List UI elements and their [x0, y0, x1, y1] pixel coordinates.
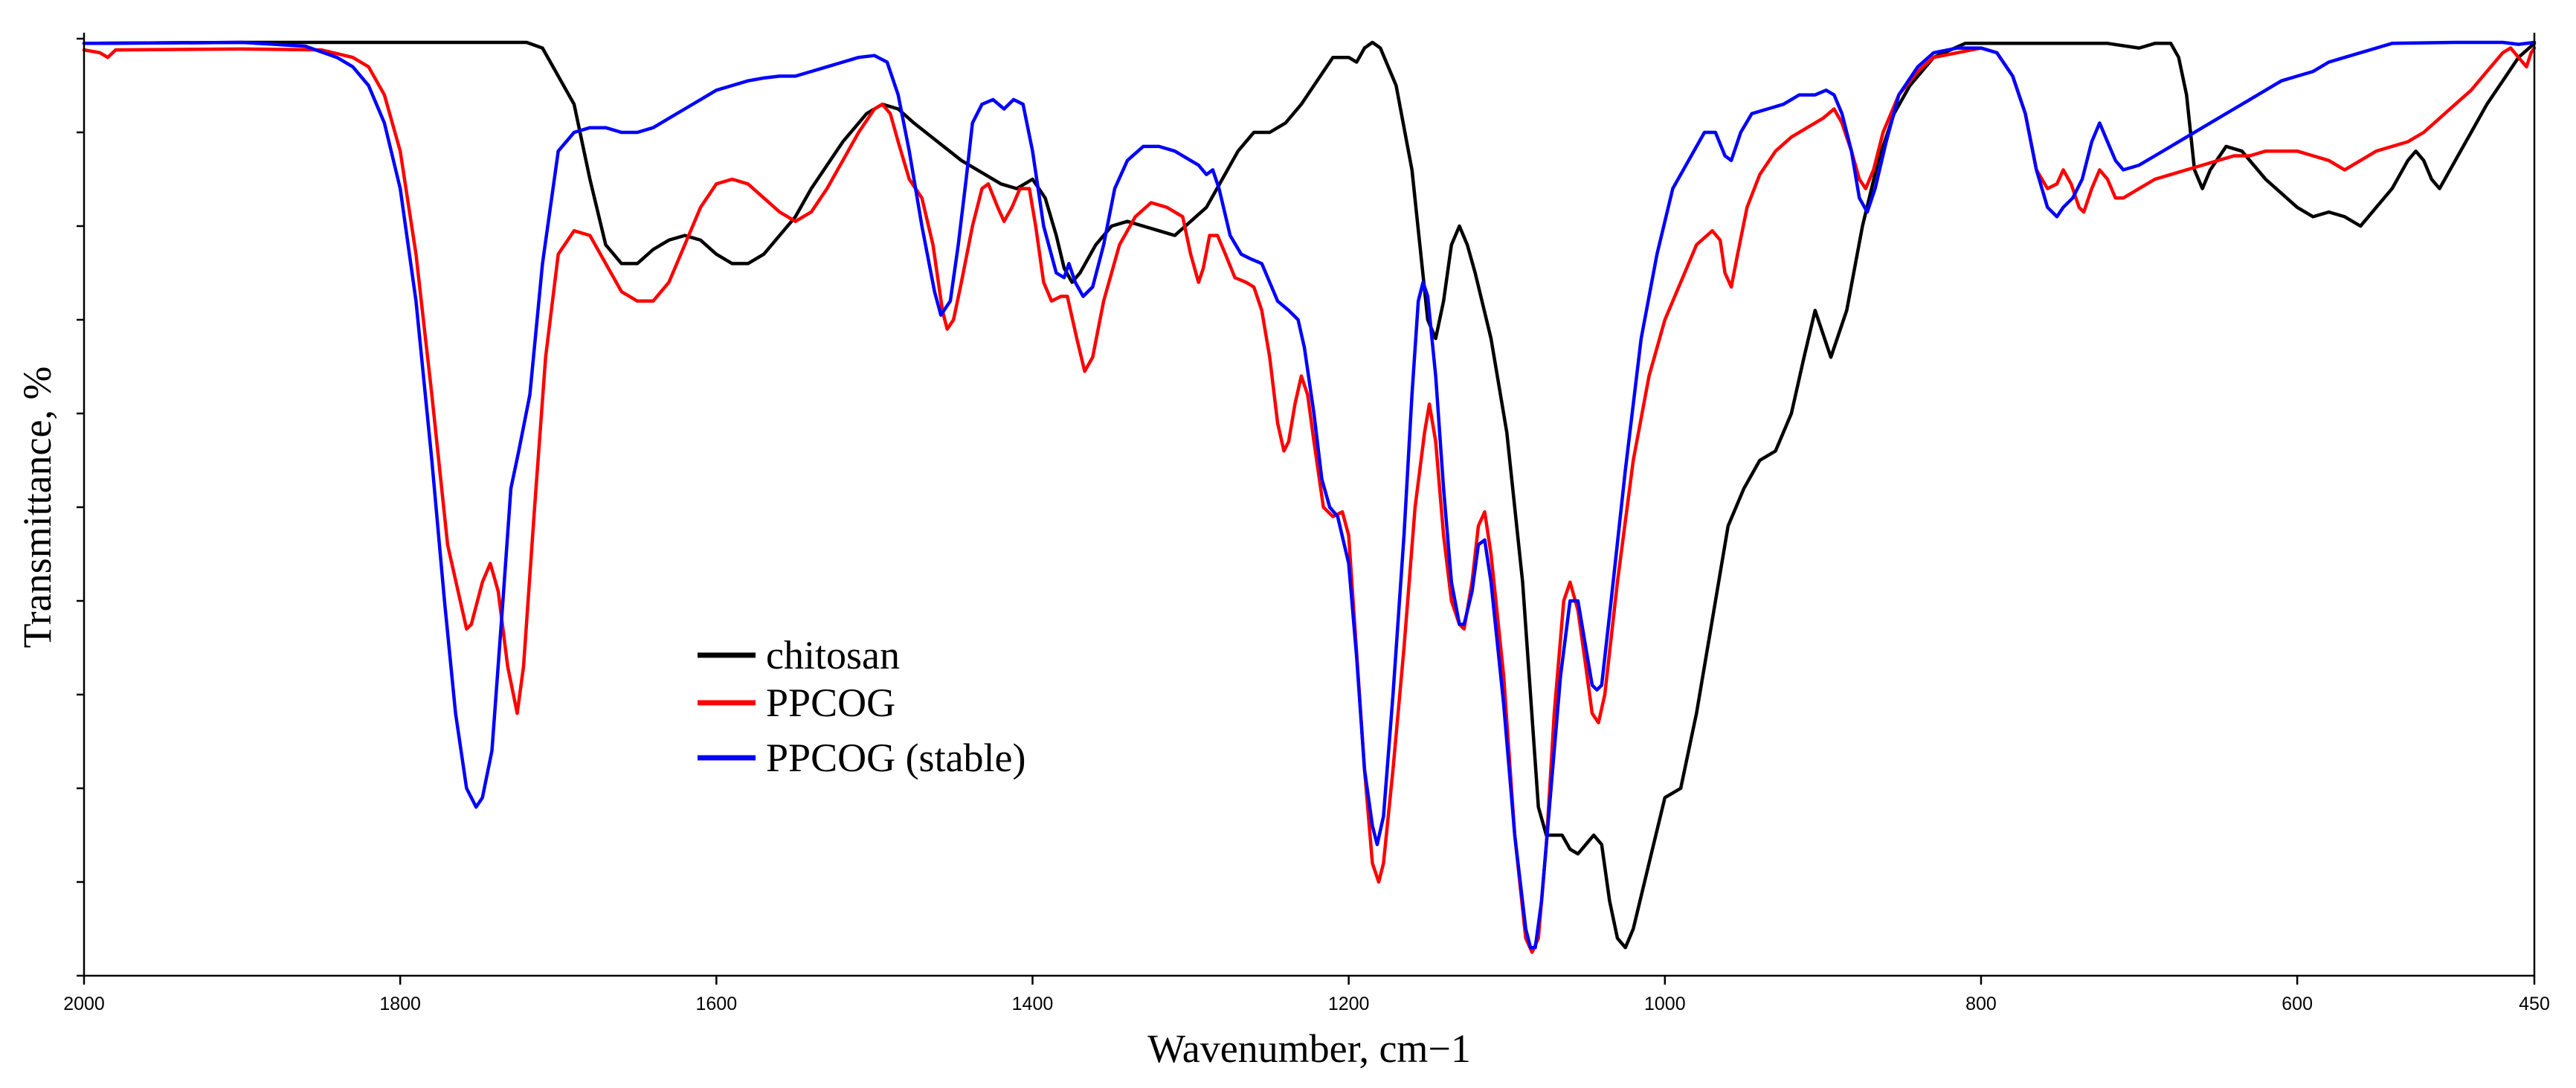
x-ticks: 2000 1800 1600 1400 1200 1000 800 600 450 — [63, 976, 2550, 1014]
legend-item: chitosan — [698, 633, 900, 677]
x-tick-label: 1000 — [1644, 994, 1686, 1014]
x-tick-label: 2000 — [63, 994, 105, 1014]
series-line-ppcog-stable — [82, 40, 2537, 950]
legend-label-ppcog-stable: PPCOG (stable) — [766, 735, 1026, 780]
x-tick-label: 1800 — [379, 994, 421, 1014]
x-tick-label: 450 — [2519, 994, 2550, 1014]
y-axis-label: Transmittance, % — [15, 367, 59, 648]
series-layer — [82, 40, 2537, 954]
y-ticks — [77, 37, 84, 977]
x-tick-label: 1600 — [696, 994, 738, 1014]
axes-layer — [83, 33, 2536, 977]
x-tick-label: 800 — [1965, 994, 1997, 1014]
legend-item: PPCOG — [698, 680, 895, 725]
x-tick-label: 600 — [2282, 994, 2313, 1014]
x-tick-label: 1400 — [1012, 994, 1054, 1014]
legend-item: PPCOG (stable) — [698, 735, 1026, 780]
series-line-chitosan — [82, 40, 2537, 950]
legend-label-ppcog: PPCOG — [766, 680, 895, 725]
series-line-ppcog — [82, 46, 2537, 954]
x-axis-label: Wavenumber, cm−1 — [1147, 1026, 1471, 1071]
x-tick-label: 1200 — [1328, 994, 1370, 1014]
legend: chitosan PPCOG PPCOG (stable) — [698, 633, 1026, 780]
legend-label-chitosan: chitosan — [766, 633, 900, 677]
